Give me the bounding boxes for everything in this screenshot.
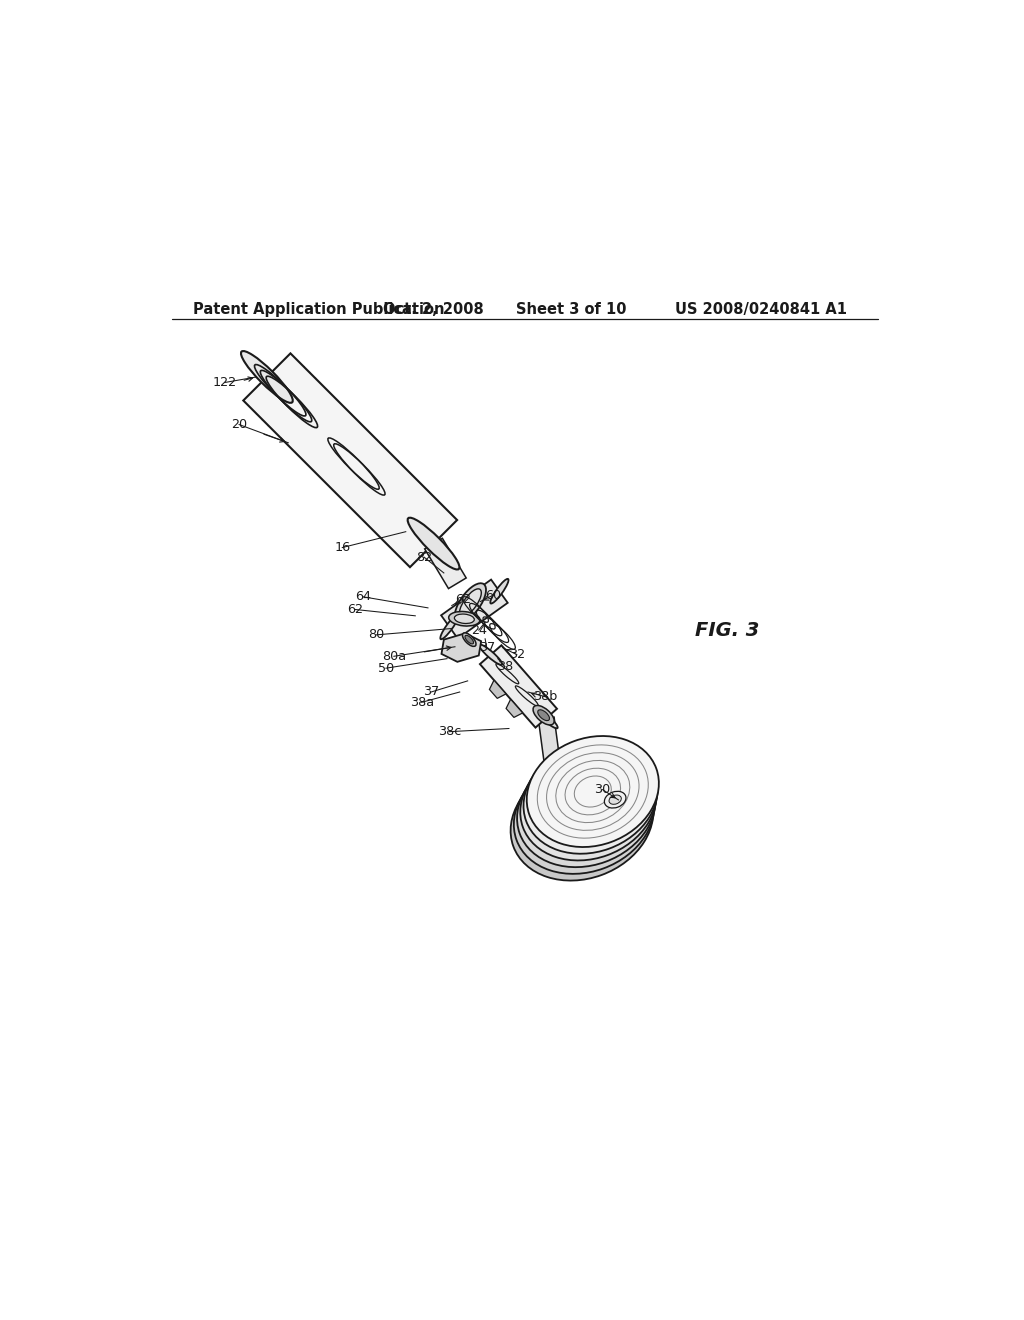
- Text: 82: 82: [416, 550, 432, 564]
- Polygon shape: [244, 354, 457, 568]
- Text: 16: 16: [334, 541, 350, 554]
- Text: 62: 62: [455, 593, 471, 606]
- Text: 50: 50: [378, 661, 394, 675]
- Ellipse shape: [526, 737, 658, 847]
- Text: US 2008/0240841 A1: US 2008/0240841 A1: [675, 302, 847, 317]
- Text: 38a: 38a: [410, 696, 434, 709]
- Text: 38b: 38b: [534, 690, 558, 704]
- Ellipse shape: [463, 632, 476, 647]
- Ellipse shape: [604, 791, 626, 808]
- Ellipse shape: [511, 762, 653, 880]
- Text: 30: 30: [595, 783, 610, 796]
- Text: Patent Application Publication: Patent Application Publication: [194, 302, 444, 317]
- Ellipse shape: [490, 579, 509, 603]
- Text: Sheet 3 of 10: Sheet 3 of 10: [515, 302, 626, 317]
- Text: 38: 38: [497, 660, 513, 673]
- Ellipse shape: [455, 614, 474, 623]
- Ellipse shape: [514, 756, 654, 874]
- Text: 122: 122: [213, 376, 237, 389]
- Polygon shape: [425, 539, 466, 589]
- Text: 80: 80: [369, 628, 385, 642]
- Ellipse shape: [460, 589, 481, 616]
- Ellipse shape: [465, 635, 473, 644]
- Ellipse shape: [609, 795, 622, 804]
- Ellipse shape: [241, 351, 293, 403]
- Ellipse shape: [455, 583, 486, 622]
- Ellipse shape: [538, 710, 550, 721]
- Polygon shape: [441, 634, 481, 661]
- Text: 80a: 80a: [382, 649, 406, 663]
- Polygon shape: [480, 645, 557, 727]
- Ellipse shape: [520, 747, 656, 861]
- Polygon shape: [506, 700, 522, 718]
- Ellipse shape: [408, 517, 460, 569]
- Text: 24: 24: [471, 623, 486, 636]
- Polygon shape: [489, 680, 506, 698]
- Ellipse shape: [517, 751, 655, 867]
- Ellipse shape: [449, 611, 480, 626]
- Text: 64: 64: [355, 590, 371, 603]
- Ellipse shape: [534, 705, 554, 725]
- Text: FIG. 3: FIG. 3: [695, 622, 760, 640]
- Text: 37: 37: [423, 685, 439, 698]
- Polygon shape: [539, 717, 562, 779]
- Text: 37: 37: [478, 642, 495, 653]
- Ellipse shape: [440, 615, 459, 639]
- Text: 38c: 38c: [438, 725, 461, 738]
- Text: Oct. 2, 2008: Oct. 2, 2008: [383, 302, 484, 317]
- Ellipse shape: [479, 644, 502, 665]
- Text: 20: 20: [231, 418, 247, 432]
- Polygon shape: [441, 579, 508, 639]
- Ellipse shape: [535, 708, 558, 729]
- Ellipse shape: [523, 742, 657, 854]
- Text: 32: 32: [509, 648, 525, 661]
- Text: 62: 62: [347, 603, 362, 616]
- Text: 60: 60: [485, 589, 501, 602]
